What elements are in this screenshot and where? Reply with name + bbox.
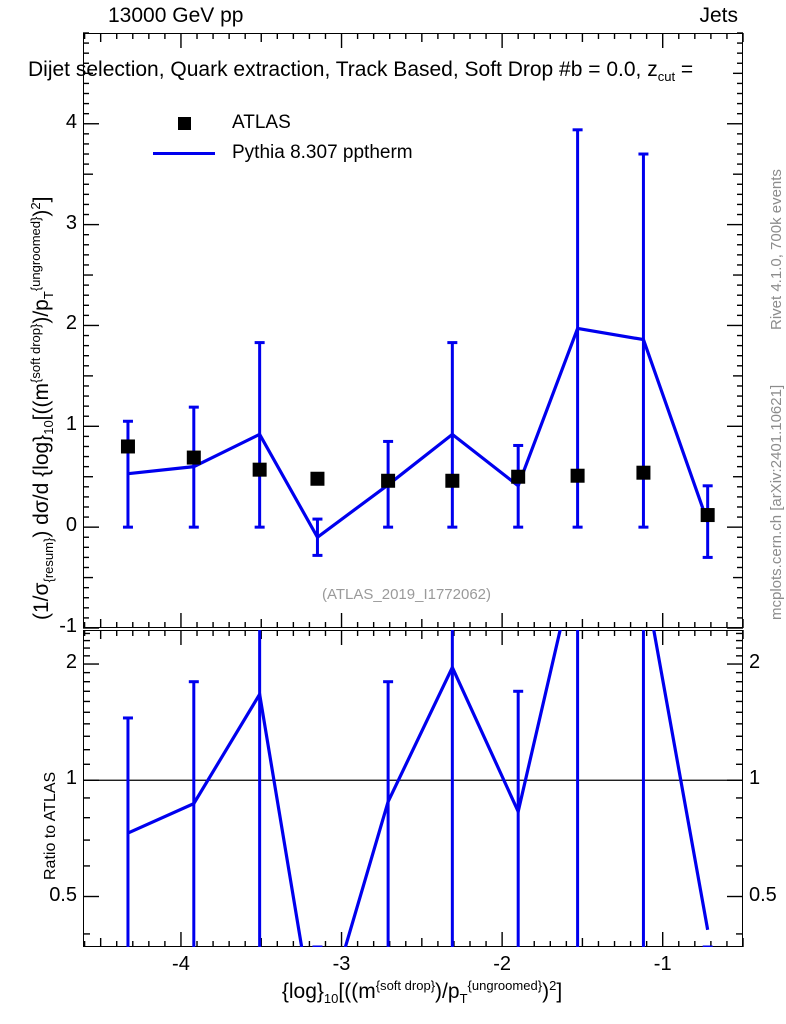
- legend: ATLAS Pythia 8.307 pptherm: [140, 108, 413, 168]
- atlas-data-marker: [186, 450, 201, 465]
- header-beam-label: 13000 GeV pp: [108, 4, 244, 27]
- plot-title-main: Dijet selection, Quark extraction, Track…: [28, 58, 658, 81]
- legend-label-pythia: Pythia 8.307 pptherm: [232, 142, 413, 163]
- ratio-data-group: [122, 630, 713, 947]
- plot-title-tail: =: [675, 58, 694, 81]
- x-title-part-d-sup: 2: [549, 978, 557, 993]
- analysis-watermark: (ATLAS_2019_I1772062): [322, 586, 492, 603]
- legend-entry-pythia: Pythia 8.307 pptherm: [140, 138, 413, 168]
- legend-entry-atlas: ATLAS: [140, 108, 413, 138]
- x-title-part-e: ]: [556, 980, 563, 1003]
- atlas-data-marker: [120, 439, 135, 454]
- x-title-part-b-sup: {soft drop}: [375, 978, 436, 993]
- x-title-part-d: ): [542, 980, 550, 1003]
- x-axis-title: {log}10[((m{soft drop})/pT{ungroomed})2]: [281, 978, 563, 1007]
- main-data-group: [120, 128, 715, 559]
- atlas-data-marker: [511, 469, 526, 484]
- atlas-data-marker: [310, 471, 325, 486]
- x-title-part-c-sub: T: [459, 991, 468, 1007]
- atlas-data-marker: [570, 468, 585, 483]
- x-title-part-b: [((m: [338, 980, 376, 1003]
- legend-key-square: [140, 116, 228, 130]
- ratio-line: [127, 630, 710, 947]
- ratio-plot-panel: [83, 630, 743, 947]
- x-title-part-a: {log}: [281, 980, 324, 1003]
- square-marker-icon: [177, 116, 191, 130]
- x-title-part-c: )/p: [435, 980, 460, 1003]
- x-title-part-c-sup: {ungroomed}: [467, 978, 543, 993]
- x-title-part-a-sub: 10: [323, 991, 339, 1007]
- header-analysis-label: Jets: [699, 4, 738, 27]
- atlas-data-marker: [636, 465, 651, 480]
- atlas-data-marker: [445, 473, 460, 488]
- atlas-data-marker: [381, 473, 396, 488]
- x-tick-label: -3: [332, 953, 351, 975]
- plot-title-sub: cut: [657, 69, 676, 85]
- x-tick-label: -1: [653, 953, 672, 975]
- legend-label-atlas: ATLAS: [232, 112, 291, 133]
- legend-key-line: [140, 151, 228, 155]
- x-tick-label: -4: [172, 953, 190, 975]
- atlas-data-marker: [252, 462, 267, 477]
- main-plot-panel: [83, 33, 743, 628]
- atlas-data-marker: [700, 508, 715, 523]
- plot-title: Dijet selection, Quark extraction, Track…: [28, 58, 694, 85]
- x-tick-label: -2: [493, 953, 512, 975]
- pythia-line: [127, 326, 710, 540]
- line-marker-icon: [153, 151, 215, 155]
